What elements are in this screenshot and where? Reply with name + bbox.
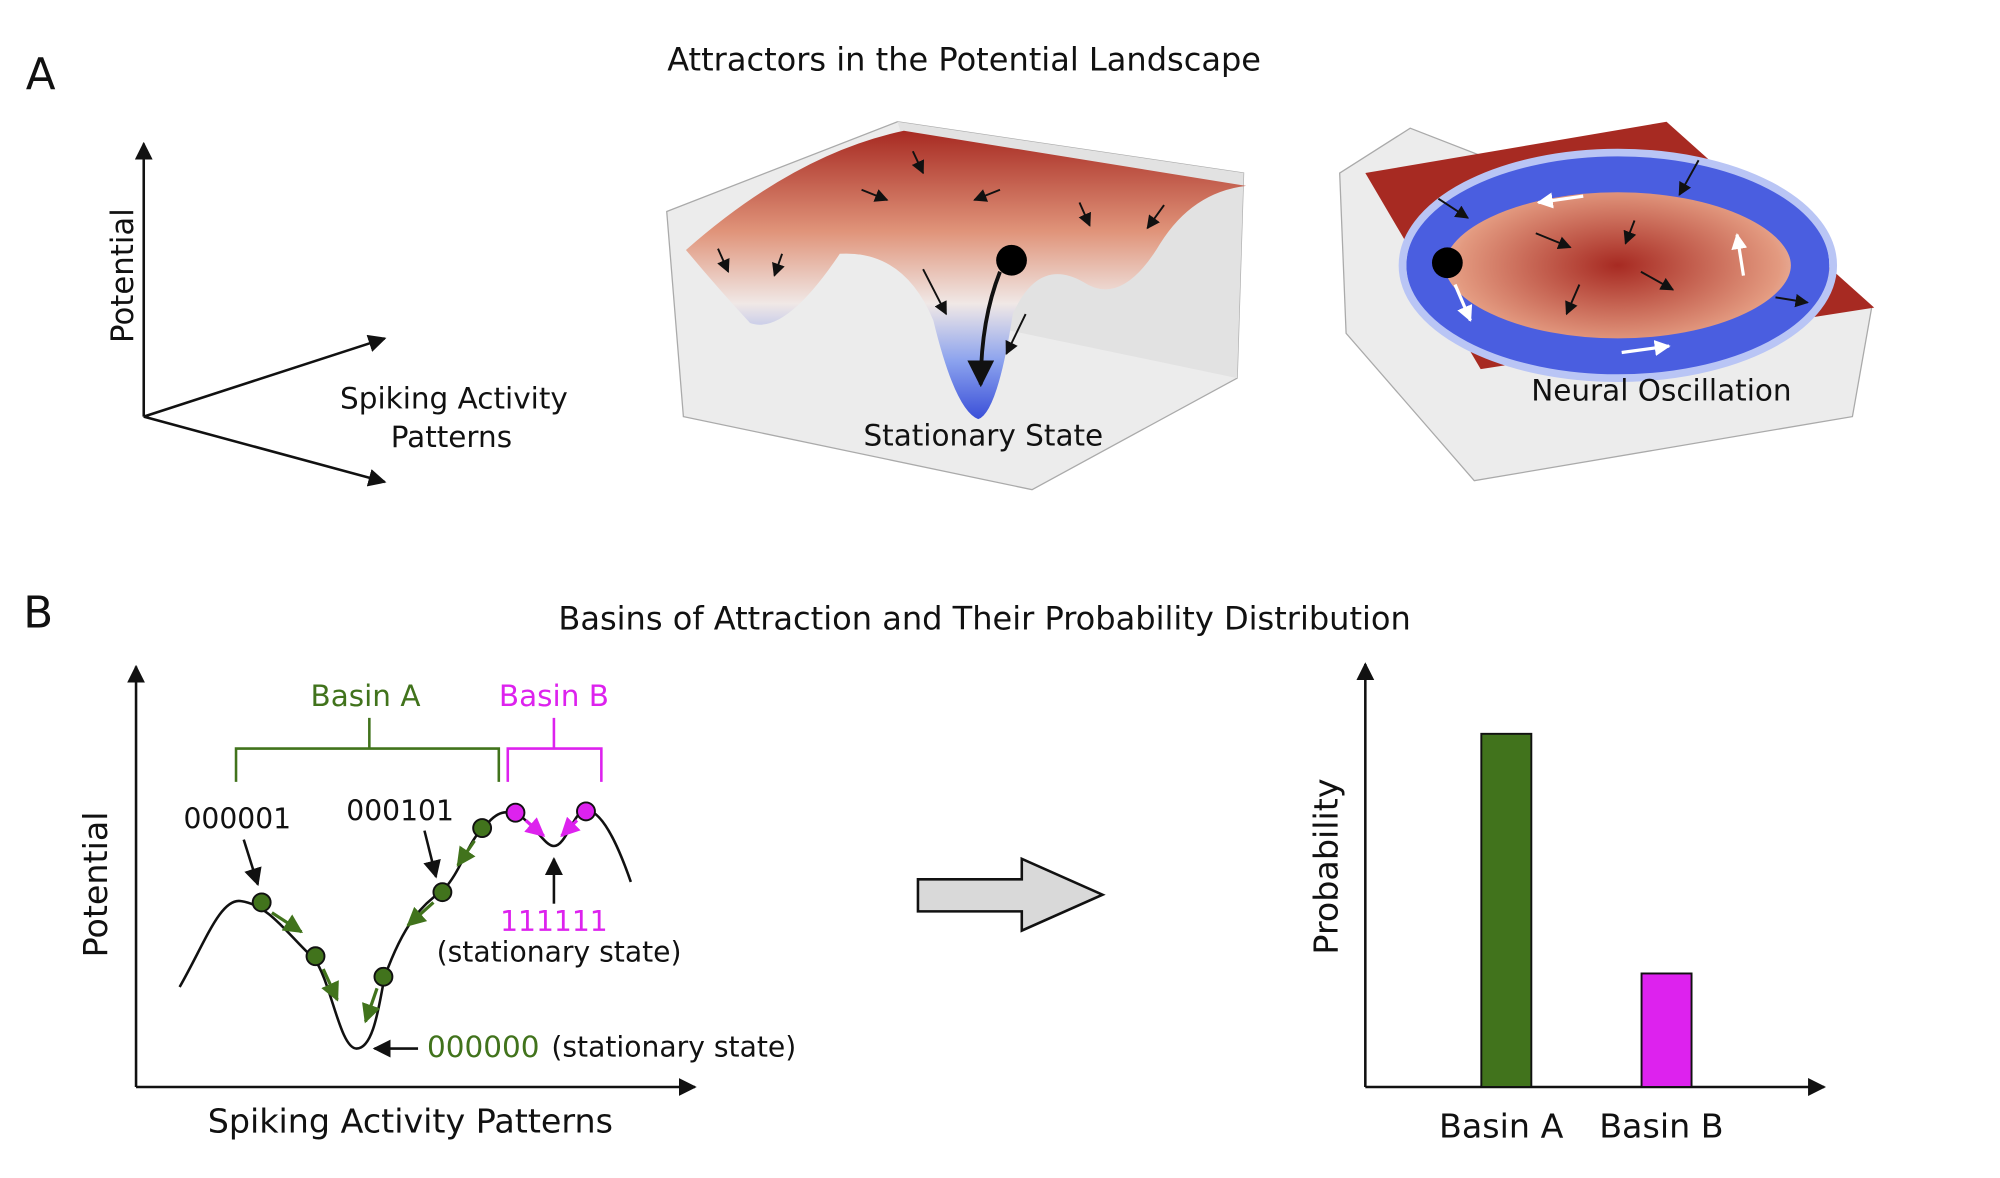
surface-stationary — [666, 121, 1247, 491]
pointer-arrows — [242, 830, 563, 1058]
axis-label: Probability — [1307, 778, 1346, 954]
panel-title: Attractors in the Potential Landscape — [667, 41, 1261, 79]
transition-arrow — [916, 856, 1106, 933]
green-arrows — [271, 839, 476, 1024]
panel-label: A — [26, 50, 56, 100]
axes-schematic — [134, 141, 387, 487]
basin-label: Basin B — [499, 679, 609, 713]
axis-label: Patterns — [391, 420, 512, 454]
bracket — [234, 717, 501, 782]
pattern-label: 000101 — [346, 795, 454, 828]
surface-oscillation — [1339, 121, 1875, 482]
axis-label: Spiking Activity Patterns — [208, 1101, 613, 1140]
axis-label: Potential — [105, 208, 141, 343]
magenta-arrows — [524, 816, 581, 838]
pattern-label: 000000 — [427, 1030, 540, 1064]
basin-label: Basin A — [310, 679, 420, 713]
bar — [1640, 972, 1693, 1088]
axis-label: Spiking Activity — [340, 381, 568, 415]
landscape-axes — [127, 664, 697, 1096]
axis-label: Potential — [76, 811, 115, 957]
surface-label: Neural Oscillation — [1531, 374, 1791, 408]
pattern-note: (stationary state) — [551, 1031, 796, 1064]
panel-label: B — [23, 588, 53, 638]
pattern-label: 000001 — [184, 802, 292, 835]
bracket — [506, 717, 603, 782]
magenta-states — [505, 801, 596, 823]
bar — [1480, 732, 1533, 1088]
panel-title: Basins of Attraction and Their Probabili… — [558, 599, 1410, 637]
pattern-label: 111111 — [500, 905, 608, 938]
green-states — [251, 818, 493, 987]
x-tick-label: Basin A — [1439, 1107, 1564, 1146]
pattern-note: (stationary state) — [437, 936, 682, 969]
x-tick-label: Basin B — [1599, 1107, 1723, 1146]
surface-label: Stationary State — [863, 419, 1103, 453]
probability-chart: Probability Basin A Basin B — [1307, 662, 1827, 1146]
